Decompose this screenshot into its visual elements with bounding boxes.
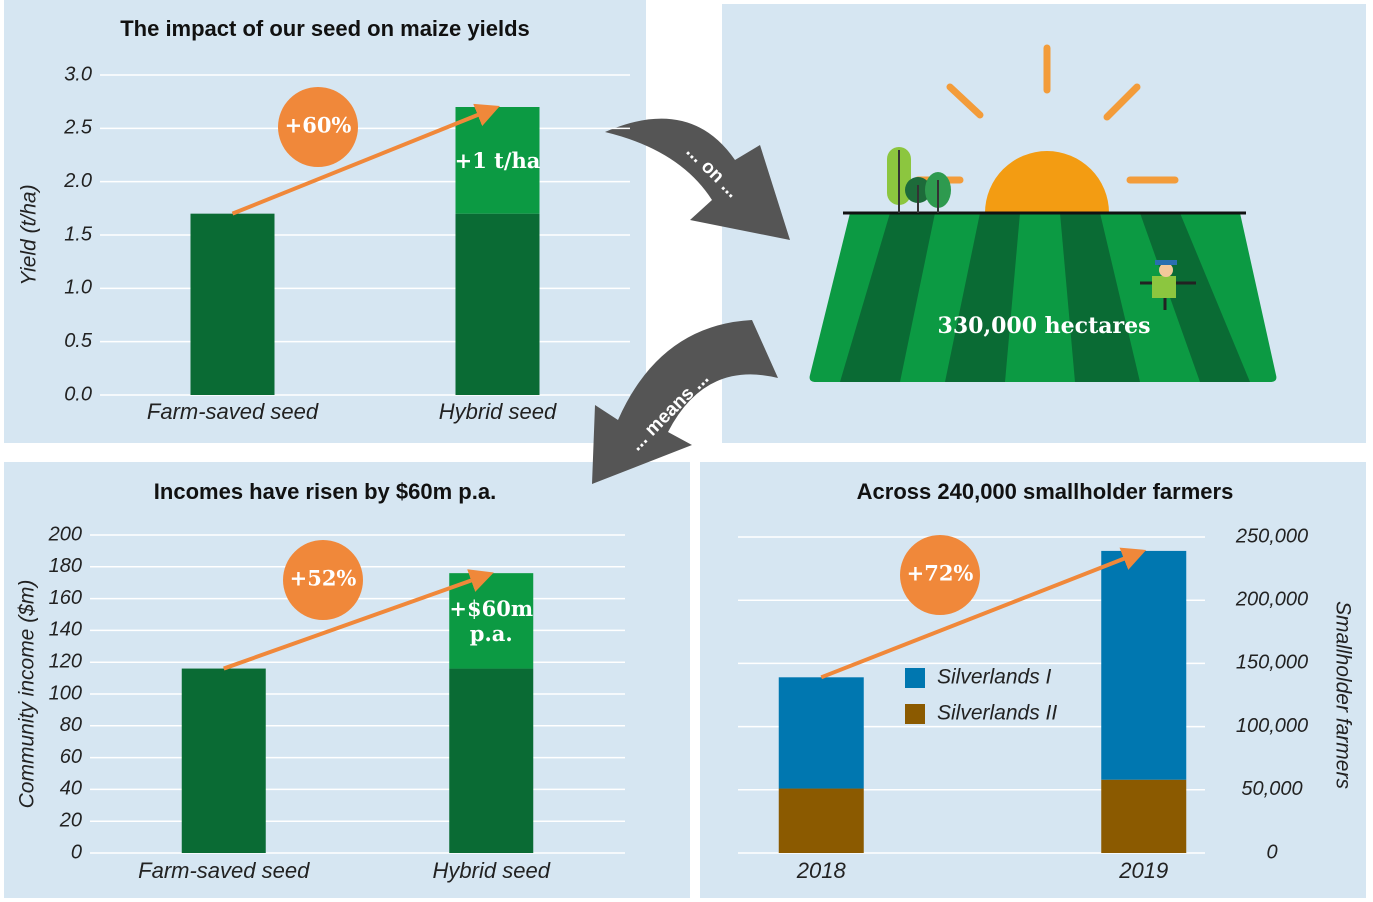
- y-tick-label: 100,000: [1236, 715, 1308, 737]
- y-tick-label: 2.0: [63, 170, 92, 192]
- y-tick-label: 2.5: [63, 117, 93, 139]
- legend-swatch: [905, 668, 925, 688]
- y-tick-label: 140: [49, 619, 82, 641]
- chart-title: Across 240,000 smallholder farmers: [857, 479, 1234, 504]
- value-label: +1 t/ha: [454, 147, 541, 173]
- y-tick-label: 120: [49, 650, 82, 672]
- axis-title: Yield (t/ha): [18, 184, 41, 285]
- axis-title: Community income ($m): [16, 580, 39, 809]
- y-tick-label: 150,000: [1236, 652, 1308, 674]
- y-tick-label: 3.0: [64, 63, 92, 85]
- bar-segment: [455, 213, 540, 395]
- value-label: +$60m p.a.: [449, 595, 534, 646]
- y-tick-label: 100: [49, 682, 82, 704]
- annotation-badge: [900, 535, 980, 615]
- y-tick-label: 60: [60, 746, 82, 768]
- panel: [4, 462, 690, 898]
- bar-segment: [1101, 779, 1187, 853]
- y-tick-label: 200: [48, 523, 82, 545]
- y-tick-label: 40: [60, 778, 82, 800]
- y-tick-label: 80: [60, 714, 82, 736]
- x-tick-label: Farm-saved seed: [147, 399, 319, 424]
- chart-title: Incomes have risen by $60m p.a.: [154, 479, 496, 504]
- y-tick-label: 160: [49, 587, 82, 609]
- bar-segment: [449, 668, 534, 853]
- chart-title: The impact of our seed on maize yields: [120, 16, 530, 41]
- x-tick-label: Hybrid seed: [433, 858, 551, 883]
- y-tick-label: 0.0: [64, 383, 92, 405]
- bar-segment: [190, 213, 275, 395]
- annotation: +52%: [290, 566, 357, 591]
- bar-segment: [181, 668, 266, 853]
- bar-segment: [778, 677, 864, 789]
- x-tick-label: Farm-saved seed: [138, 858, 310, 883]
- growth-arrow: [223, 569, 494, 671]
- growth-arrow: [231, 103, 500, 216]
- annotation: +72%: [907, 561, 974, 586]
- y-tick-label: 200,000: [1235, 588, 1308, 610]
- y-tick-label: 1.5: [64, 223, 93, 245]
- y-tick-label: 0: [71, 841, 82, 863]
- field-label: 330,000 hectares: [938, 313, 1151, 339]
- field-illustration: 330,000 hectares: [809, 44, 1277, 382]
- y-tick-label: 180: [49, 555, 82, 577]
- y-tick-label: 0: [1266, 841, 1277, 863]
- legend-swatch: [905, 704, 925, 724]
- growth-arrow: [820, 547, 1147, 680]
- y-tick-label: 250,000: [1235, 525, 1308, 547]
- x-tick-label: 2019: [1118, 858, 1168, 883]
- axis-title: Smallholder farmers: [1331, 601, 1354, 789]
- annotation: +60%: [285, 113, 352, 138]
- y-tick-label: 20: [59, 809, 82, 831]
- y-tick-label: 50,000: [1241, 778, 1302, 800]
- legend-label: Silverlands II: [937, 702, 1057, 725]
- bar-segment: [1101, 550, 1187, 780]
- value-label-box: +$60m p.a.: [449, 595, 534, 646]
- bar-segment: [778, 788, 864, 853]
- annotation-badge: [283, 540, 363, 620]
- annotation-badge: [278, 87, 358, 167]
- panel: [4, 0, 646, 443]
- y-tick-label: 0.5: [64, 330, 93, 352]
- value-label-box: +1 t/ha: [454, 147, 541, 173]
- legend-label: Silverlands I: [937, 666, 1052, 689]
- x-tick-label: 2018: [796, 858, 847, 883]
- y-tick-label: 1.0: [64, 277, 92, 299]
- x-tick-label: Hybrid seed: [439, 399, 557, 424]
